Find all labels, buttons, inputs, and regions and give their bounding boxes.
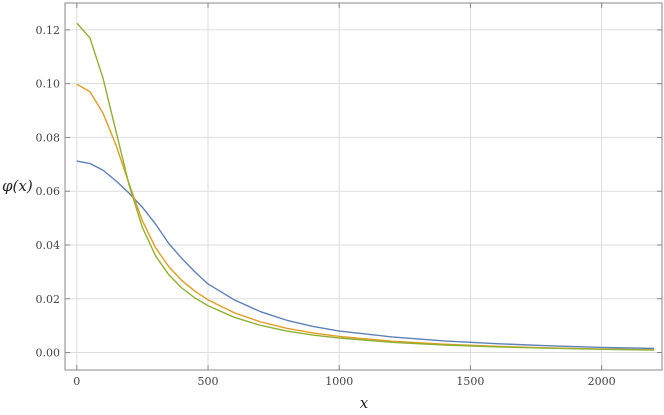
y-axis-label: φ(x) [2, 177, 33, 195]
y-tick-label: 0.08 [36, 131, 61, 144]
x-tick-label: 1000 [325, 375, 353, 388]
y-tick-label: 0.00 [36, 347, 61, 360]
series-group [76, 22, 655, 351]
x-tick-label: 1500 [456, 375, 484, 388]
plot-border [64, 2, 663, 371]
x-tick-label: 2000 [588, 375, 616, 388]
axis-ticks: 0 500 1000 1500 2000 0.00 0.02 0.04 0.06 0.08 0.10… [36, 3, 662, 388]
x-axis-label: x [360, 394, 369, 412]
y-tick-label: 0.10 [36, 78, 61, 91]
series-line-1 [76, 160, 655, 350]
y-tick-label: 0.06 [36, 185, 61, 198]
series-line-3 [76, 22, 655, 351]
y-tick-label: 0.04 [36, 239, 61, 252]
plot-frame [64, 2, 663, 371]
x-tick-label: 0 [73, 375, 80, 388]
y-tick-label: 0.12 [36, 24, 61, 37]
y-tick-label: 0.02 [36, 293, 61, 306]
x-tick-label: 500 [198, 375, 219, 388]
grid-lines [65, 3, 662, 370]
